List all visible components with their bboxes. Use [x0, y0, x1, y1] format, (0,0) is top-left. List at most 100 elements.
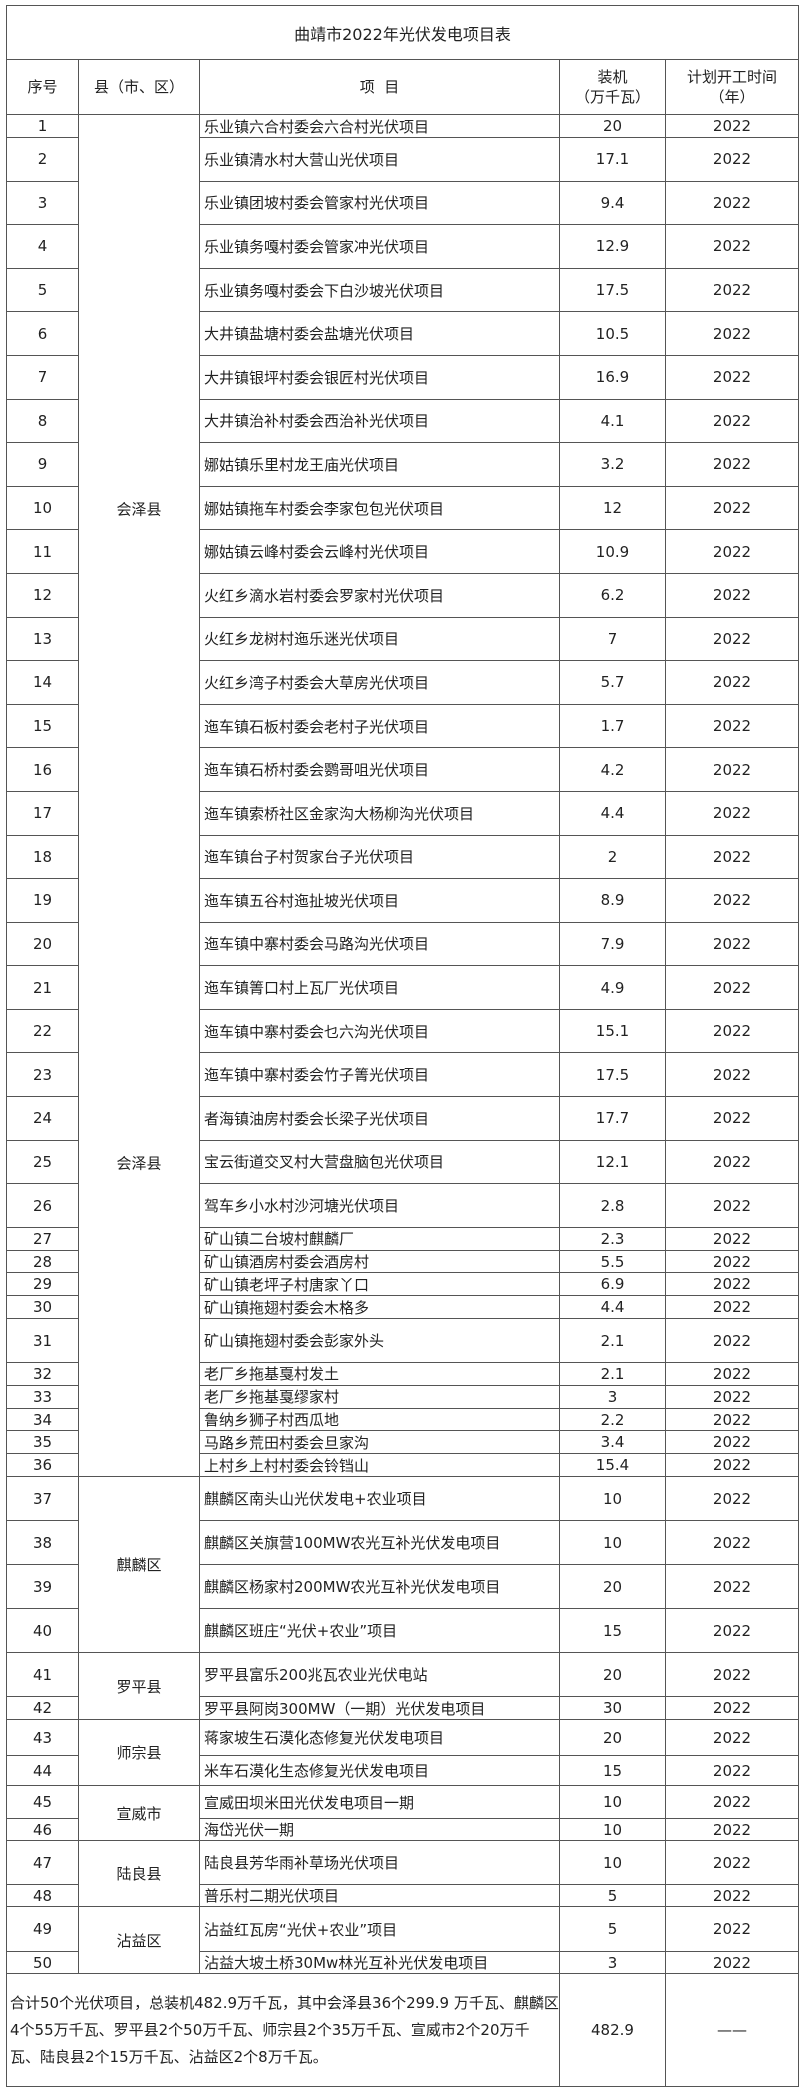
- row-no: 18: [6, 834, 79, 880]
- row-capacity: 7.9: [559, 921, 666, 967]
- table-row: 41 罗平县 罗平县富乐200兆瓦农业光伏电站 20 2022: [6, 1652, 799, 1721]
- row-project: 宣威田坝米田光伏发电项目一期: [199, 1785, 560, 1820]
- table-row: 7 大井镇银坪村委会银匠村光伏项目 16.9 2022: [6, 354, 799, 400]
- row-year: 2022: [665, 224, 799, 269]
- row-no: 4: [6, 224, 79, 269]
- row-year: 2022: [665, 1249, 799, 1274]
- row-year: 2022: [665, 180, 799, 226]
- row-project: 火红乡龙树村迤乐迷光伏项目: [199, 616, 560, 662]
- table-row: 6 大井镇盐塘村委会盐塘光伏项目 10.5 2022: [6, 311, 799, 356]
- row-project: 迤车镇中寨村委会马路沟光伏项目: [199, 921, 560, 967]
- row-project: 矿山镇酒房村委会酒房村: [199, 1249, 560, 1274]
- row-no: 39: [6, 1564, 79, 1610]
- row-year: 2022: [665, 114, 799, 138]
- row-capacity: 5: [559, 1906, 666, 1953]
- table-row: 27 矿山镇二台坡村麒麟厂 2.3 2022: [6, 1226, 799, 1251]
- table-row: 33 老厂乡拖基戛缪家村 3 2022: [6, 1384, 799, 1409]
- row-year: 2022: [665, 529, 799, 574]
- row-capacity: 12.1: [559, 1139, 666, 1185]
- row-capacity: 2.1: [559, 1362, 666, 1386]
- table-row: 25 宝云街道交叉村大营盘脑包光伏项目 12.1 2022: [6, 1139, 799, 1185]
- county-cell: 师宗县: [78, 1719, 200, 1787]
- row-project: 老厂乡拖基戛村发土: [199, 1362, 560, 1386]
- row-no: 46: [6, 1818, 79, 1842]
- row-project: 矿山镇老坪子村唐家丫口: [199, 1272, 560, 1297]
- row-no: 2: [6, 137, 79, 182]
- row-year: 2022: [665, 1696, 799, 1721]
- county-label: 会泽县: [116, 1154, 162, 1173]
- row-no: 15: [6, 703, 79, 749]
- row-capacity: 9.4: [559, 180, 666, 226]
- row-no: 26: [6, 1183, 79, 1228]
- table-row: 14 火红乡湾子村委会大草房光伏项目 5.7 2022: [6, 660, 799, 705]
- row-project: 上村乡上村村委会铃铛山: [199, 1453, 560, 1478]
- row-no: 41: [6, 1652, 79, 1698]
- table-row: 15 迤车镇石板村委会老村子光伏项目 1.7 2022: [6, 703, 799, 749]
- table-row: 22 迤车镇中寨村委会乜六沟光伏项目 15.1 2022: [6, 1008, 799, 1054]
- row-no: 32: [6, 1362, 79, 1386]
- row-project: 老厂乡拖基戛缪家村: [199, 1384, 560, 1409]
- table-row: 16 迤车镇石桥村委会鹦哥咀光伏项目 4.2 2022: [6, 747, 799, 792]
- row-capacity: 20: [559, 114, 666, 138]
- row-capacity: 3.2: [559, 442, 666, 487]
- table-row: 9 娜姑镇乐里村龙王庙光伏项目 3.2 2022: [6, 442, 799, 487]
- row-project: 米车石漠化生态修复光伏发电项目: [199, 1755, 560, 1787]
- row-year: 2022: [665, 1272, 799, 1297]
- row-capacity: 15: [559, 1608, 666, 1654]
- row-year: 2022: [665, 572, 799, 618]
- table-row: 39 麒麟区杨家村200MW农光互补光伏发电项目 20 2022: [6, 1564, 799, 1610]
- row-capacity: 30: [559, 1696, 666, 1721]
- county-cell: 沾益区: [78, 1906, 200, 1975]
- row-year: 2022: [665, 703, 799, 749]
- row-capacity: 3: [559, 1951, 666, 1975]
- header-row: 序号 县（市、区） 项 目 装机 （万千瓦） 计划开工时间 （年）: [6, 59, 799, 115]
- row-project: 罗平县富乐200兆瓦农业光伏电站: [199, 1652, 560, 1698]
- row-project: 迤车镇台子村贺家台子光伏项目: [199, 834, 560, 880]
- table-row: 42 罗平县阿岗300MW（一期）光伏发电项目 30 2022: [6, 1696, 799, 1721]
- row-no: 10: [6, 485, 79, 531]
- row-year: 2022: [665, 1564, 799, 1610]
- row-project: 矿山镇拖翅村委会彭家外头: [199, 1318, 560, 1364]
- row-year: 2022: [665, 921, 799, 967]
- table-row: 12 火红乡滴水岩村委会罗家村光伏项目 6.2 2022: [6, 572, 799, 618]
- row-capacity: 4.4: [559, 1295, 666, 1320]
- row-capacity: 7: [559, 616, 666, 662]
- row-project: 麒麟区杨家村200MW农光互补光伏发电项目: [199, 1564, 560, 1610]
- row-no: 48: [6, 1884, 79, 1908]
- row-year: 2022: [665, 1608, 799, 1654]
- row-no: 14: [6, 660, 79, 705]
- row-capacity: 4.2: [559, 747, 666, 792]
- row-year: 2022: [665, 267, 799, 313]
- row-year: 2022: [665, 1183, 799, 1228]
- table-row: 30 矿山镇拖翅村委会木格多 4.4 2022: [6, 1295, 799, 1320]
- row-project: 宝云街道交叉村大营盘脑包光伏项目: [199, 1139, 560, 1185]
- row-capacity: 16.9: [559, 354, 666, 400]
- row-project: 火红乡湾子村委会大草房光伏项目: [199, 660, 560, 705]
- row-year: 2022: [665, 442, 799, 487]
- table-row: 37 麒麟区 麒麟区南头山光伏发电+农业项目 10 2022: [6, 1476, 799, 1654]
- row-project: 陆良县芳华雨补草场光伏项目: [199, 1840, 560, 1886]
- row-no: 31: [6, 1318, 79, 1364]
- row-capacity: 4.4: [559, 790, 666, 836]
- county-label: 师宗县: [116, 1744, 162, 1763]
- row-no: 40: [6, 1608, 79, 1654]
- row-capacity: 15.4: [559, 1453, 666, 1478]
- table-row: 21 迤车镇箐口村上瓦厂光伏项目 4.9 2022: [6, 965, 799, 1010]
- table-row: 50 沾益大坡土桥30Mw林光互补光伏发电项目 3 2022: [6, 1951, 799, 1975]
- row-project: 麒麟区班庄“光伏+农业”项目: [199, 1608, 560, 1654]
- row-year: 2022: [665, 485, 799, 531]
- row-no: 19: [6, 878, 79, 923]
- row-capacity: 2.1: [559, 1318, 666, 1364]
- row-year: 2022: [665, 834, 799, 880]
- title-row: 曲靖市2022年光伏发电项目表: [6, 5, 799, 60]
- row-project: 乐业镇务嘎村委会下白沙坡光伏项目: [199, 267, 560, 313]
- table-row: 48 普乐村二期光伏项目 5 2022: [6, 1884, 799, 1908]
- row-year: 2022: [665, 1476, 799, 1522]
- row-capacity: 8.9: [559, 878, 666, 923]
- row-year: 2022: [665, 1652, 799, 1698]
- row-year: 2022: [665, 1318, 799, 1364]
- row-year: 2022: [665, 1384, 799, 1409]
- row-capacity: 10: [559, 1785, 666, 1820]
- row-no: 36: [6, 1453, 79, 1478]
- row-capacity: 17.7: [559, 1096, 666, 1141]
